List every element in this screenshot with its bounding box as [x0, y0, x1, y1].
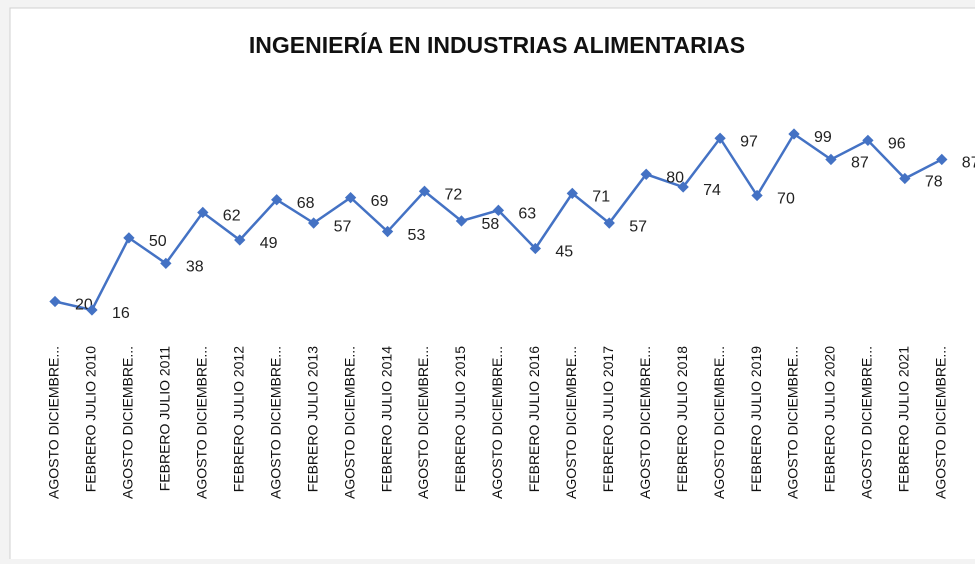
- marker: [492, 204, 505, 216]
- x-tick-label: FEBRERO JULIO 2013: [304, 346, 320, 492]
- data-label: 53: [408, 227, 426, 244]
- marker: [271, 194, 283, 206]
- x-tick-label: FEBRERO JULIO 2019: [748, 346, 764, 492]
- marker: [899, 172, 911, 185]
- x-tick-label: FEBRERO JULIO 2011: [157, 346, 173, 491]
- x-tick-label: AGOSTO DICIEMBRE...: [194, 346, 210, 499]
- data-label: 70: [777, 191, 795, 208]
- x-tick-label: FEBRERO JULIO 2015: [452, 346, 468, 492]
- x-tick-label: AGOSTO DICIEMBRE...: [637, 346, 653, 499]
- marker: [936, 153, 948, 166]
- marker: [49, 295, 61, 308]
- data-label: 62: [223, 208, 241, 225]
- x-tick-label: FEBRERO JULIO 2018: [674, 346, 690, 492]
- chart-title: INGENIERÍA EN INDUSTRIAS ALIMENTARIAS: [249, 31, 745, 58]
- data-label: 57: [629, 218, 647, 235]
- marker: [529, 242, 542, 255]
- marker: [307, 217, 320, 229]
- x-tick-label: AGOSTO DICIEMBRE...: [711, 346, 727, 499]
- marker: [640, 168, 652, 180]
- data-label: 80: [666, 170, 684, 187]
- x-tick-label: FEBRERO JULIO 2012: [230, 346, 246, 492]
- data-label: 87: [851, 155, 869, 172]
- x-tick-label: AGOSTO DICIEMBRE...: [46, 346, 62, 499]
- data-label: 72: [445, 186, 463, 203]
- marker: [123, 232, 135, 244]
- x-tick-label: FEBRERO JULIO 2016: [526, 346, 542, 492]
- x-tick-label: FEBRERO JULIO 2017: [600, 346, 616, 492]
- data-label: 96: [888, 136, 906, 153]
- data-label: 71: [592, 189, 610, 206]
- chart-area: [9, 7, 975, 564]
- marker: [197, 206, 209, 219]
- data-label: 49: [260, 235, 278, 252]
- data-label: 16: [112, 305, 130, 322]
- x-tick-label: AGOSTO DICIEMBRE...: [267, 346, 283, 499]
- marker: [455, 215, 468, 227]
- marker: [234, 234, 246, 246]
- marker: [566, 187, 578, 200]
- data-label: 68: [297, 195, 315, 212]
- marker: [825, 153, 837, 166]
- marker: [418, 185, 431, 197]
- x-tick-label: AGOSTO DICIEMBRE...: [563, 346, 579, 499]
- marker: [160, 257, 172, 270]
- data-label: 78: [925, 174, 943, 191]
- data-label: 99: [814, 129, 832, 146]
- x-tick-label: AGOSTO DICIEMBRE...: [489, 346, 505, 499]
- marker: [344, 191, 357, 204]
- marker: [603, 217, 615, 229]
- x-tick-label: AGOSTO DICIEMBRE...: [120, 346, 136, 499]
- x-tick-label: FEBRERO JULIO 2010: [83, 346, 99, 492]
- data-label: 69: [371, 193, 389, 210]
- x-tick-label: FEBRERO JULIO 2020: [822, 346, 838, 492]
- marker: [381, 225, 394, 238]
- x-tick-label: FEBRERO JULIO 2014: [378, 346, 394, 492]
- data-label: 57: [334, 218, 352, 235]
- data-label: 58: [481, 216, 499, 233]
- data-label: 87: [962, 155, 975, 172]
- x-tick-label: AGOSTO DICIEMBRE...: [859, 346, 875, 499]
- marker: [862, 134, 874, 147]
- marker: [788, 128, 800, 140]
- data-label: 38: [186, 259, 204, 276]
- marker: [751, 189, 763, 202]
- x-tick-label: FEBRERO JULIO 2021: [896, 346, 912, 492]
- data-label: 63: [518, 206, 536, 223]
- data-label: 45: [555, 244, 573, 261]
- marker: [677, 181, 689, 193]
- data-label: 74: [703, 182, 721, 199]
- x-tick-label: AGOSTO DICIEMBRE...: [415, 346, 431, 499]
- data-label: 97: [740, 133, 758, 150]
- x-tick-label: AGOSTO DICIEMBRE...: [785, 346, 801, 499]
- x-tick-label: AGOSTO DICIEMBRE...: [933, 346, 949, 499]
- data-label: 50: [149, 233, 167, 250]
- x-tick-label: AGOSTO DICIEMBRE...: [341, 346, 357, 499]
- marker: [714, 132, 726, 144]
